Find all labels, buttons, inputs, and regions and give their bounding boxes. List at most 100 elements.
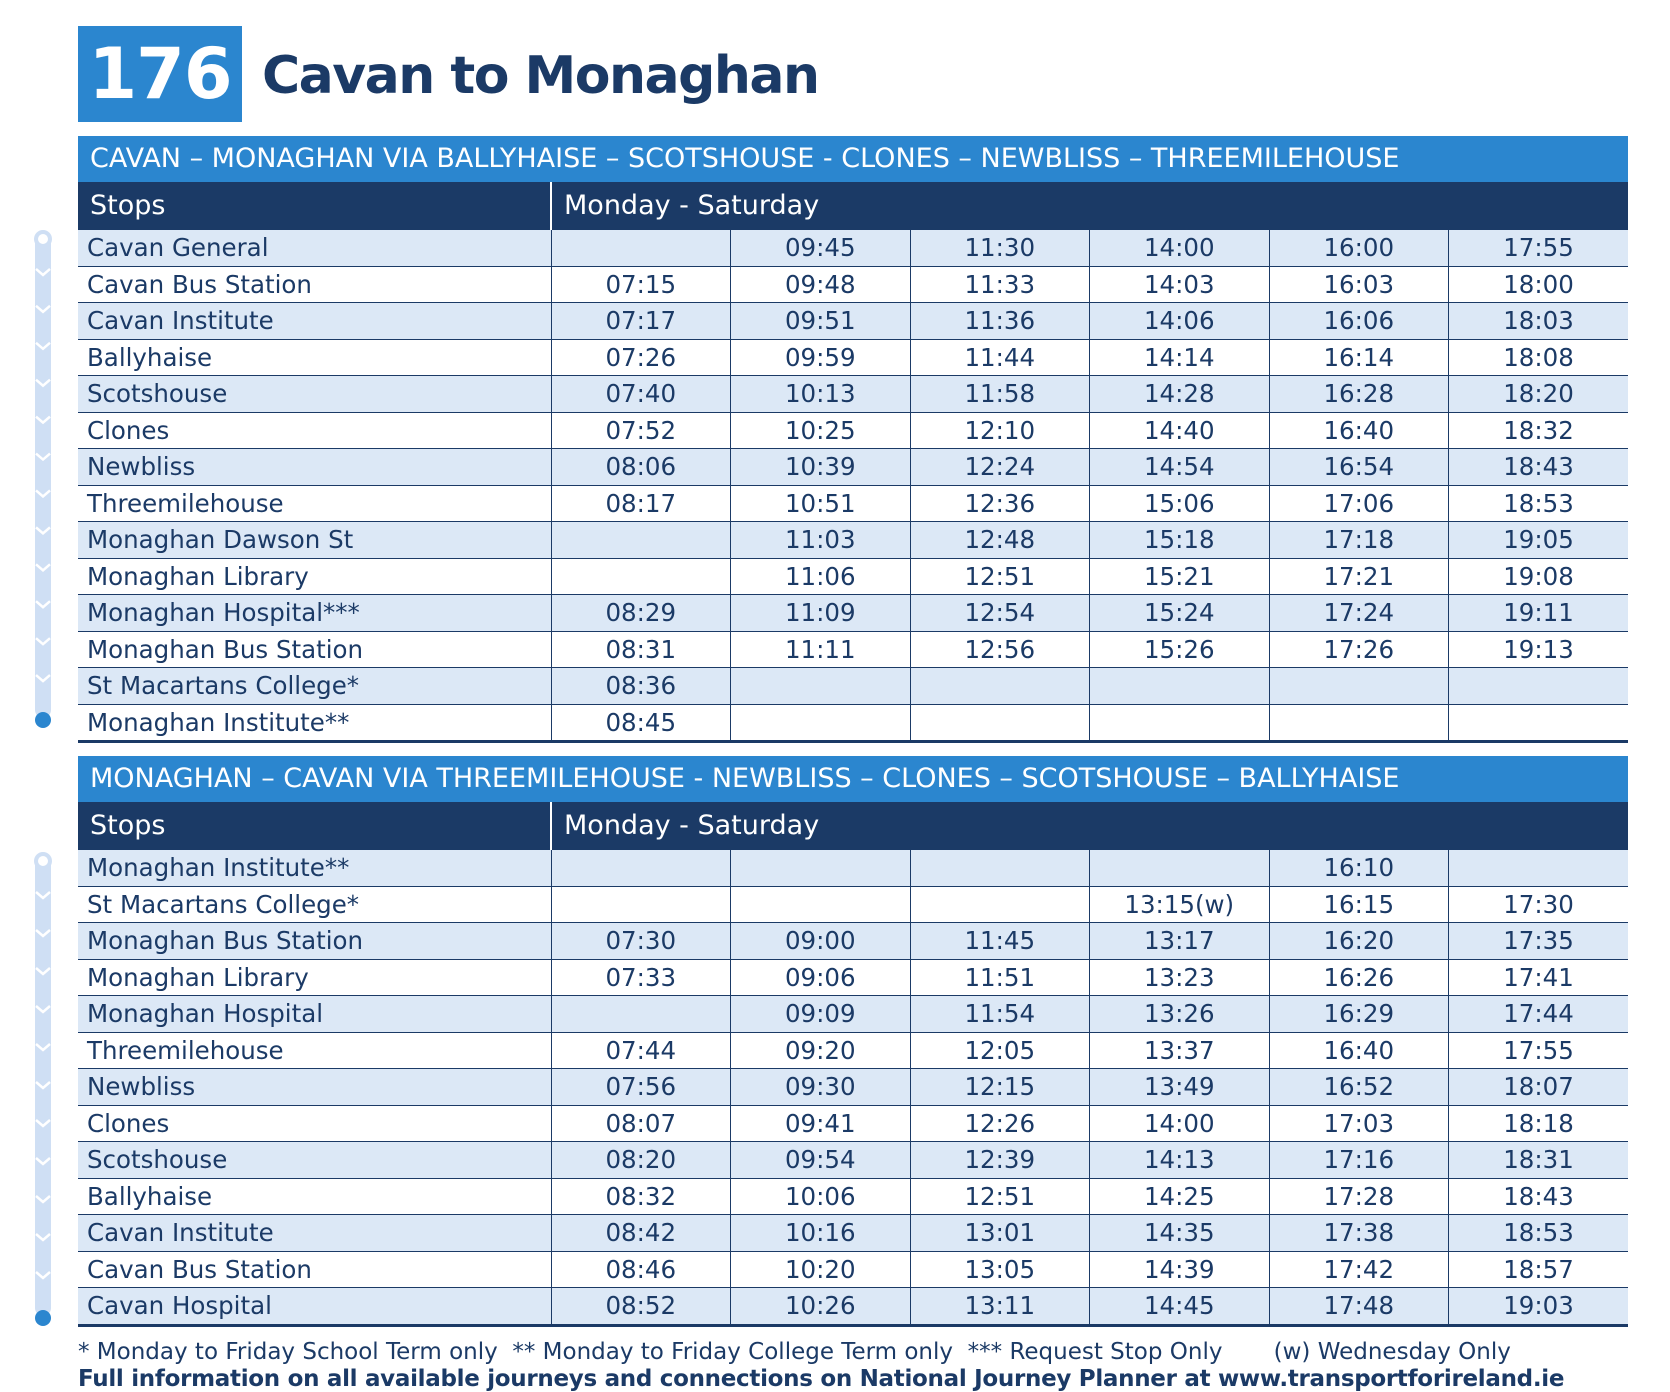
departure-time: 11:51 [910,959,1090,996]
departure-time: 08:32 [551,1178,731,1215]
chevron-down-icon [35,967,51,976]
departure-time [551,886,731,923]
departure-time: 11:45 [910,922,1090,960]
departure-time [910,704,1090,743]
table-row: Cavan Bus Station 07:15 09:48 11:33 14:03 16:… [78,266,1628,303]
stop-name: Monaghan Bus Station [78,631,552,668]
chevron-down-icon [35,891,51,900]
departure-time [1089,704,1270,743]
chevron-down-icon [35,637,51,646]
departure-time: 14:54 [1089,448,1270,486]
departure-time: 12:54 [910,594,1090,632]
departure-time: 18:43 [1448,1178,1628,1215]
departure-time: 11:30 [910,230,1090,267]
stop-name: Ballyhaise [78,339,552,376]
departure-time: 18:03 [1448,302,1628,340]
departure-time: 16:40 [1269,412,1449,449]
departure-time: 16:14 [1269,339,1449,376]
departure-time: 18:07 [1448,1068,1628,1106]
timetable: Monaghan Institute** 16:10 St Macartans Co… [78,850,1628,1327]
departure-time: 11:11 [730,631,911,668]
departure-time: 16:00 [1269,230,1449,267]
departure-time: 09:45 [730,230,911,267]
departure-time: 08:06 [551,448,731,486]
departure-time: 08:46 [551,1251,731,1288]
departure-time: 17:26 [1269,631,1449,668]
stop-name: Monaghan Dawson St [78,521,552,559]
departure-time: 16:10 [1269,850,1449,887]
departure-time: 09:06 [730,959,911,996]
route-line-track [35,234,51,718]
stops-header: Stops [78,182,552,230]
departure-time: 12:26 [910,1105,1090,1142]
chevron-down-icon [35,304,51,314]
departure-time: 18:20 [1448,375,1628,413]
departure-time: 15:26 [1089,631,1270,668]
departure-time: 14:14 [1089,339,1270,376]
departure-time: 07:40 [551,375,731,413]
stop-name: Cavan Bus Station [78,1251,552,1288]
table-row: Clones 08:07 09:41 12:26 14:00 17:03 18:18 [78,1105,1628,1142]
table-row: Cavan Bus Station 08:46 10:20 13:05 14:39 17:… [78,1251,1628,1288]
departure-time: 08:36 [551,667,731,705]
departure-time: 17:55 [1448,230,1628,267]
chevron-down-icon [35,452,51,462]
departure-time [551,230,731,267]
stop-name: Monaghan Bus Station [78,922,552,960]
table-row: Clones 07:52 10:25 12:10 14:40 16:40 18:32 [78,412,1628,449]
departure-time [730,667,911,705]
departure-time: 13:01 [910,1214,1090,1252]
departure-time: 09:09 [730,995,911,1033]
departure-time: 14:28 [1089,375,1270,413]
table-row: Ballyhaise 07:26 09:59 11:44 14:14 16:14 18:08 [78,339,1628,376]
departure-time: 18:32 [1448,412,1628,449]
outbound-timetable: CAVAN – MONAGHAN VIA BALLYHAISE – SCOTSH… [78,136,1628,743]
days-header: Monday - Saturday [564,810,820,841]
route-start-icon [34,852,52,870]
departure-time: 18:08 [1448,339,1628,376]
departure-time: 14:13 [1089,1141,1270,1179]
departure-time: 11:03 [730,521,911,559]
stop-name: Monaghan Hospital*** [78,594,552,632]
table-row: Monaghan Library 11:06 12:51 15:21 17:21 19:0… [78,558,1628,595]
departure-time: 10:20 [730,1251,911,1288]
departure-time [1448,850,1628,887]
departure-time: 13:17 [1089,922,1270,960]
departure-time [1269,667,1449,705]
departure-time: 17:16 [1269,1141,1449,1179]
departure-time: 08:42 [551,1214,731,1252]
departure-time: 10:26 [730,1287,911,1327]
departure-time: 09:41 [730,1105,911,1142]
departure-time [910,850,1090,887]
departure-time: 15:18 [1089,521,1270,559]
departure-time: 17:35 [1448,922,1628,960]
table-row: Monaghan Bus Station 08:31 11:11 12:56 15:26… [78,631,1628,668]
departure-time: 08:52 [551,1287,731,1327]
stop-name: Monaghan Library [78,959,552,996]
departure-time: 19:03 [1448,1287,1628,1327]
departure-time: 17:42 [1269,1251,1449,1288]
departure-time: 08:45 [551,704,731,743]
departure-time: 08:17 [551,485,731,522]
departure-time: 15:21 [1089,558,1270,595]
departure-time: 16:26 [1269,959,1449,996]
departure-time: 13:15(w) [1089,886,1270,923]
chevron-down-icon [35,267,51,277]
departure-time: 07:56 [551,1068,731,1106]
departure-time: 13:37 [1089,1032,1270,1069]
departure-time: 19:11 [1448,594,1628,632]
departure-time: 12:51 [910,558,1090,595]
route-end-icon [35,712,51,728]
departure-time: 08:29 [551,594,731,632]
stop-name: Cavan Institute [78,302,552,340]
chevron-down-icon [35,341,51,351]
departure-time: 10:51 [730,485,911,522]
departure-time [730,850,911,887]
table-row: Monaghan Institute** 16:10 [78,850,1628,887]
departure-time: 18:57 [1448,1251,1628,1288]
departure-time: 18:18 [1448,1105,1628,1142]
departure-time: 12:24 [910,448,1090,486]
departure-time: 16:54 [1269,448,1449,486]
departure-time: 17:24 [1269,594,1449,632]
departure-time: 19:13 [1448,631,1628,668]
